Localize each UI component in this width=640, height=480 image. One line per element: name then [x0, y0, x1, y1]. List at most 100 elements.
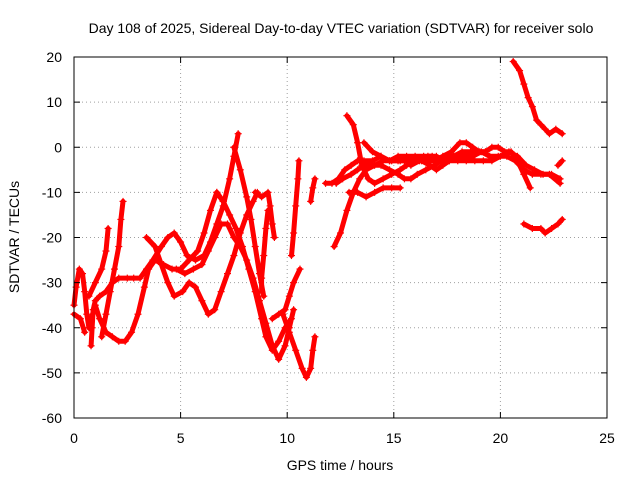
data-point-marker: [268, 220, 276, 228]
data-point-marker: [145, 265, 153, 273]
grid-layer: [74, 57, 607, 418]
data-point-marker: [322, 179, 330, 187]
data-point-marker: [170, 292, 178, 300]
data-point-marker: [157, 261, 165, 269]
data-point-marker: [332, 179, 340, 187]
data-point-marker: [533, 116, 541, 124]
data-point-marker: [119, 197, 127, 205]
data-point-marker: [164, 279, 172, 287]
data-point-marker: [528, 224, 536, 232]
data-point-marker: [204, 310, 212, 318]
data-point-marker: [194, 247, 202, 255]
data-point-marker: [268, 346, 276, 354]
data-point-marker: [264, 206, 272, 214]
data-point-marker: [104, 224, 112, 232]
data-point-marker: [287, 315, 295, 323]
data-point-marker: [151, 243, 159, 251]
data-point-marker: [503, 152, 511, 160]
data-series-s11: [251, 188, 278, 241]
data-point-marker: [224, 270, 232, 278]
data-point-marker: [88, 324, 96, 332]
data-point-marker: [170, 229, 178, 237]
data-point-marker: [403, 152, 411, 160]
data-point-marker: [537, 224, 545, 232]
data-point-marker: [285, 292, 293, 300]
data-point-marker: [537, 121, 545, 129]
data-point-marker: [121, 337, 129, 345]
data-point-marker: [87, 315, 95, 323]
data-point-marker: [362, 193, 370, 201]
data-point-marker: [509, 58, 517, 66]
data-point-marker: [494, 143, 502, 151]
data-point-marker: [134, 310, 142, 318]
data-series-s10: [230, 143, 268, 300]
data-point-marker: [545, 130, 553, 138]
data-point-marker: [556, 179, 564, 187]
y-tick-label: -50: [42, 365, 62, 381]
data-point-marker: [394, 170, 402, 178]
data-point-marker: [345, 188, 353, 196]
data-point-marker: [377, 161, 385, 169]
data-point-marker: [217, 220, 225, 228]
data-point-marker: [467, 148, 475, 156]
y-tick-label: 20: [46, 49, 62, 65]
data-point-marker: [275, 355, 283, 363]
data-point-marker: [260, 292, 268, 300]
data-point-marker: [309, 346, 317, 354]
data-point-marker: [117, 215, 125, 223]
data-point-marker: [292, 202, 300, 210]
y-tick-label: -30: [42, 275, 62, 291]
data-point-marker: [219, 197, 227, 205]
data-point-marker: [400, 157, 408, 165]
data-point-marker: [183, 252, 191, 260]
data-point-marker: [337, 229, 344, 237]
data-point-marker: [516, 67, 524, 75]
data-point-marker: [296, 265, 304, 273]
data-point-marker: [307, 197, 315, 205]
data-point-marker: [279, 310, 287, 318]
data-point-marker: [142, 234, 150, 241]
data-point-marker: [111, 265, 119, 273]
data-point-marker: [247, 215, 255, 223]
data-point-marker: [275, 337, 283, 345]
data-point-marker: [524, 94, 532, 102]
data-point-marker: [522, 161, 530, 169]
series-trace: [510, 59, 565, 137]
data-point-marker: [471, 157, 479, 165]
data-point-marker: [128, 328, 136, 336]
data-point-marker: [394, 157, 402, 165]
data-point-marker: [386, 157, 394, 165]
data-point-marker: [309, 184, 317, 192]
data-series-s7: [142, 188, 261, 318]
data-point-marker: [251, 288, 259, 296]
data-point-marker: [230, 143, 238, 151]
x-tick-label: 5: [177, 430, 185, 446]
data-point-marker: [76, 315, 84, 323]
data-point-marker: [537, 170, 545, 178]
data-point-marker: [91, 301, 99, 309]
data-point-marker: [422, 166, 430, 174]
data-point-marker: [511, 157, 519, 165]
data-point-marker: [115, 274, 123, 282]
data-point-marker: [347, 170, 355, 178]
data-point-marker: [295, 157, 303, 165]
data-point-marker: [513, 152, 521, 160]
data-point-marker: [432, 166, 440, 174]
data-point-marker: [379, 184, 387, 192]
data-point-marker: [268, 315, 276, 323]
data-series-s15: [287, 157, 303, 260]
series-trace: [71, 311, 88, 335]
data-point-marker: [198, 261, 206, 269]
data-point-marker: [260, 252, 268, 260]
data-point-marker: [211, 306, 219, 314]
data-point-marker: [81, 288, 89, 296]
data-point-marker: [96, 315, 104, 323]
data-point-marker: [388, 184, 396, 192]
data-point-marker: [396, 166, 404, 174]
data-point-marker: [298, 364, 306, 372]
data-series-s21: [360, 139, 408, 165]
data-point-marker: [258, 315, 266, 323]
data-point-marker: [343, 206, 351, 214]
series-trace: [86, 226, 111, 299]
data-point-marker: [234, 130, 242, 138]
